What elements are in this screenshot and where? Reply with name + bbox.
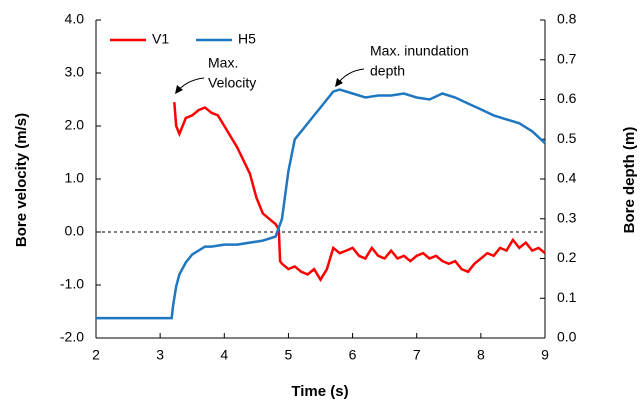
y2-tick-label: 0.1: [557, 289, 577, 305]
x-axis-label: Time (s): [291, 383, 348, 400]
annotation: Max.: [208, 55, 238, 71]
y2-tick-label: 0.0: [557, 329, 577, 345]
y2-tick-label: 0.3: [557, 209, 577, 225]
x-tick-label: 3: [156, 347, 164, 363]
y2-tick-label: 0.7: [557, 50, 577, 66]
y2-tick-label: 0.5: [557, 130, 577, 146]
series-line: [96, 88, 546, 320]
y-tick-label: -1.0: [60, 276, 84, 292]
y2-axis-label: Bore depth (m): [621, 127, 638, 234]
y2-tick-label: 0.6: [557, 90, 577, 106]
annotation: Max. inundation: [370, 43, 469, 59]
y-tick-label: 4.0: [65, 11, 85, 27]
x-tick-label: 9: [541, 347, 549, 363]
x-tick-label: 5: [285, 347, 293, 363]
series-line: [173, 102, 546, 283]
y2-tick-label: 0.4: [557, 170, 577, 186]
y-axis-label: Bore velocity (m/s): [13, 113, 30, 247]
y-tick-label: 0.0: [65, 223, 85, 239]
x-tick-label: 7: [413, 347, 421, 363]
y-tick-label: 1.0: [65, 170, 85, 186]
legend-label: V1: [152, 31, 169, 47]
annotation: depth: [370, 63, 405, 79]
annotation-arrowhead: [175, 85, 183, 94]
y-tick-label: -2.0: [60, 329, 84, 345]
x-tick-label: 2: [92, 347, 100, 363]
y-tick-label: 2.0: [65, 117, 85, 133]
annotation-arrowhead: [335, 78, 343, 87]
annotation: Velocity: [208, 75, 256, 91]
legend-label: H5: [238, 31, 256, 47]
y2-tick-label: 0.8: [557, 11, 577, 27]
x-tick-label: 6: [349, 347, 357, 363]
x-tick-label: 8: [477, 347, 485, 363]
y-tick-label: 3.0: [65, 64, 85, 80]
x-tick-label: 4: [220, 347, 228, 363]
y2-tick-label: 0.2: [557, 249, 577, 265]
